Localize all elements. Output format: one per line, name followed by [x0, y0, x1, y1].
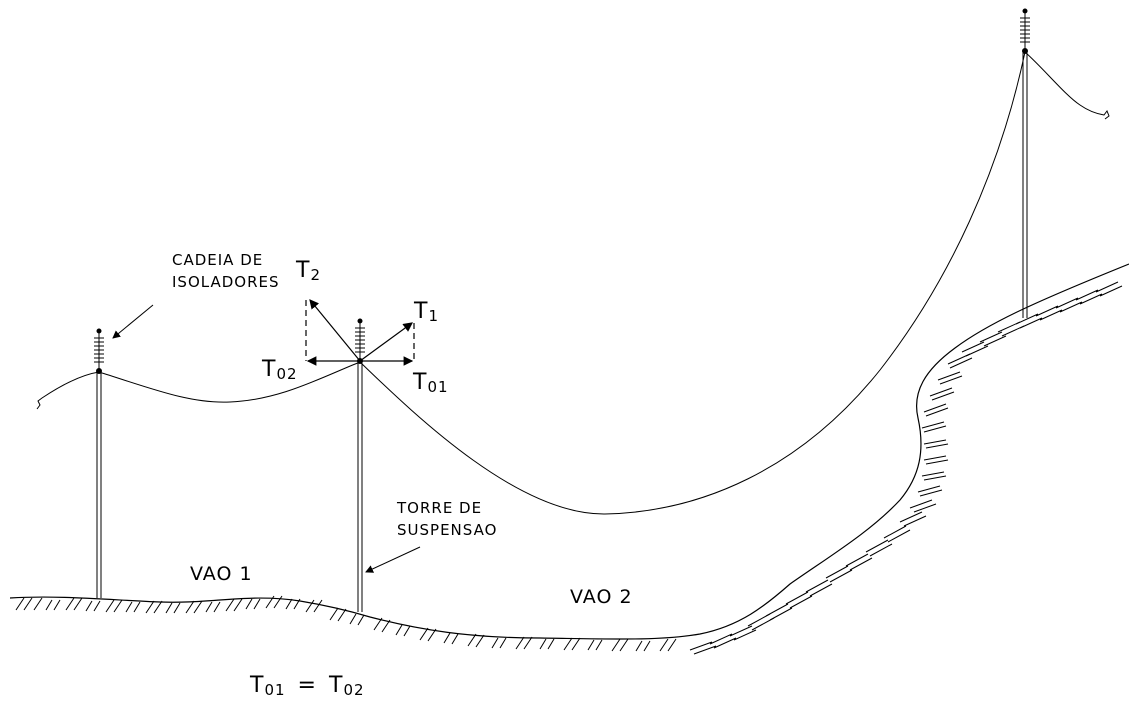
t1-label: T1 — [413, 299, 439, 325]
tension-equality-equation: T01 = T02 — [249, 673, 365, 699]
tower-leader-arrow — [365, 546, 421, 573]
force-vectors — [305, 299, 415, 366]
t1-arrow — [359, 322, 413, 362]
tower-left — [96, 372, 102, 598]
insulator-chain-label-line2: ISOLADORES — [172, 273, 280, 291]
insulator-chain-left — [94, 328, 104, 374]
cable-right-end — [1024, 51, 1110, 120]
insulator-leader-arrow — [112, 304, 154, 339]
t01-label: T01 — [412, 370, 449, 396]
t02-label: T02 — [261, 357, 298, 383]
tower-right — [1022, 50, 1028, 318]
t2-arrow — [309, 299, 361, 362]
tower-suspension — [357, 362, 363, 612]
ground-hatching — [15, 281, 1123, 655]
tower-label-line1: TORRE DE — [396, 499, 482, 517]
insulator-chain-label-line1: CADEIA DE — [172, 251, 263, 269]
tower-label-line2: SUSPENSAO — [397, 521, 497, 539]
t2-label: T2 — [295, 258, 321, 284]
span-2-label: VAO 2 — [570, 586, 633, 608]
ground-line — [9, 263, 1129, 640]
insulator-chain-right — [1020, 8, 1030, 54]
cable-span-2 — [359, 51, 1026, 515]
cable-left-end — [36, 371, 100, 410]
span-1-label: VAO 1 — [190, 563, 253, 585]
cable-span-1 — [98, 361, 361, 403]
